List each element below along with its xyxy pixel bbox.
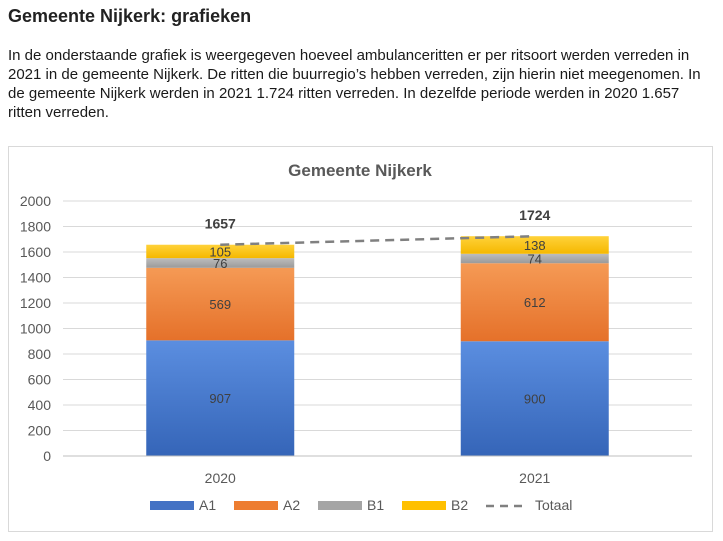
y-tick-label: 600 <box>28 372 52 388</box>
y-tick-label: 2000 <box>20 193 51 209</box>
total-label-2021: 1724 <box>519 207 550 223</box>
y-tick-label: 0 <box>43 448 51 464</box>
y-tick-label: 1000 <box>20 321 51 337</box>
chart-title: Gemeente Nijkerk <box>288 161 432 180</box>
y-tick-label: 800 <box>28 346 52 362</box>
data-label-b2-2020: 105 <box>209 244 231 259</box>
legend-swatch-a1 <box>150 501 194 510</box>
bar-a2-2020 <box>146 267 295 341</box>
x-tick-label-2021: 2021 <box>519 470 550 486</box>
data-label-a1-2020: 907 <box>209 391 231 406</box>
y-tick-label: 400 <box>28 397 52 413</box>
bar-b2-2021 <box>460 236 609 254</box>
intro-paragraph: In de onderstaande grafiek is weergegeve… <box>8 47 701 121</box>
bar-a2-2021 <box>460 263 609 342</box>
x-tick-label-2020: 2020 <box>205 470 236 486</box>
legend-label-a1: A1 <box>199 497 216 513</box>
data-label-a1-2021: 900 <box>524 392 546 407</box>
legend-label-a2: A2 <box>283 497 300 513</box>
legend-swatch-a2 <box>234 501 278 510</box>
data-label-a2-2021: 612 <box>524 295 546 310</box>
bar-a1-2021 <box>460 341 609 456</box>
bar-b1-2021 <box>460 253 609 264</box>
data-label-b1-2020: 76 <box>213 256 227 271</box>
legend-label-b1: B1 <box>367 497 384 513</box>
page-title: Gemeente Nijkerk: grafieken <box>8 6 252 26</box>
legend-label-totaal: Totaal <box>535 497 572 513</box>
bar-b2-2020 <box>146 244 295 259</box>
bar-b1-2020 <box>146 258 295 268</box>
legend-swatch-b2 <box>402 501 446 510</box>
total-line <box>220 234 535 246</box>
legend-label-b2: B2 <box>451 497 468 513</box>
data-label-b1-2021: 74 <box>528 252 542 267</box>
data-label-b2-2021: 138 <box>524 238 546 253</box>
total-label-2020: 1657 <box>205 216 236 232</box>
y-tick-label: 200 <box>28 423 52 439</box>
y-tick-label: 1600 <box>20 244 51 260</box>
bar-a1-2020 <box>146 340 295 456</box>
y-tick-label: 1400 <box>20 270 51 286</box>
y-tick-label: 1800 <box>20 219 51 235</box>
legend-swatch-b1 <box>318 501 362 510</box>
y-tick-label: 1200 <box>20 295 51 311</box>
data-label-a2-2020: 569 <box>209 297 231 312</box>
stacked-bar-chart: Gemeente Nijkerk 0 200 400 600 800 1000 1200 14… <box>20 161 692 513</box>
